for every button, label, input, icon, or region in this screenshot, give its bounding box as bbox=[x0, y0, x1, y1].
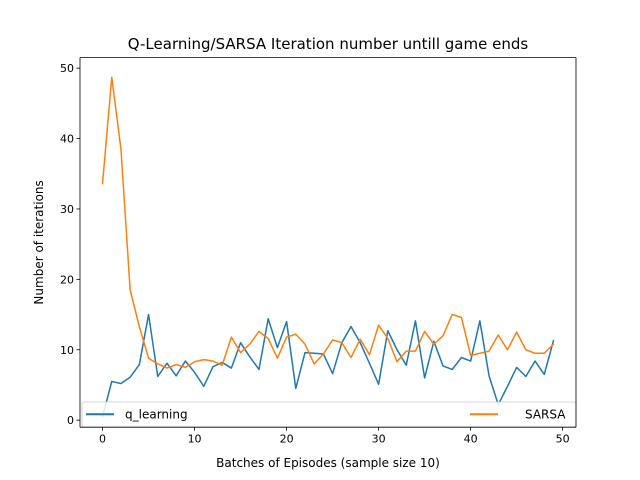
ticks-layer: 0 10 20 30 40 50 0 10 20 30 40 50 bbox=[60, 62, 570, 446]
x-tick-label: 50 bbox=[556, 433, 570, 446]
x-axis-label: Batches of Episodes (sample size 10) bbox=[216, 456, 440, 470]
legend: q_learning SARSA bbox=[81, 401, 577, 428]
chart-title: Q-Learning/SARSA Iteration number untill… bbox=[128, 35, 529, 53]
axes-frame bbox=[79, 57, 577, 428]
x-tick-label: 0 bbox=[99, 433, 106, 446]
x-tick-label: 10 bbox=[188, 433, 202, 446]
y-tick-label: 20 bbox=[60, 273, 74, 286]
series-line-q-learning bbox=[101, 313, 555, 418]
y-tick-label: 0 bbox=[67, 414, 74, 427]
y-tick-label: 10 bbox=[60, 344, 74, 357]
legend-label-q-learning: q_learning bbox=[125, 408, 188, 422]
y-tick-label: 50 bbox=[60, 62, 74, 75]
series-line-sarsa bbox=[101, 76, 555, 369]
plot-area bbox=[80, 57, 576, 428]
x-tick-label: 20 bbox=[280, 433, 294, 446]
x-tick-label: 40 bbox=[464, 433, 478, 446]
y-tick-label: 40 bbox=[60, 133, 74, 146]
y-axis-label: Number of iterations bbox=[32, 180, 46, 304]
legend-label-sarsa: SARSA bbox=[525, 408, 566, 422]
y-tick-label: 30 bbox=[60, 203, 74, 216]
series-layer bbox=[101, 76, 555, 418]
x-tick-label: 30 bbox=[372, 433, 386, 446]
